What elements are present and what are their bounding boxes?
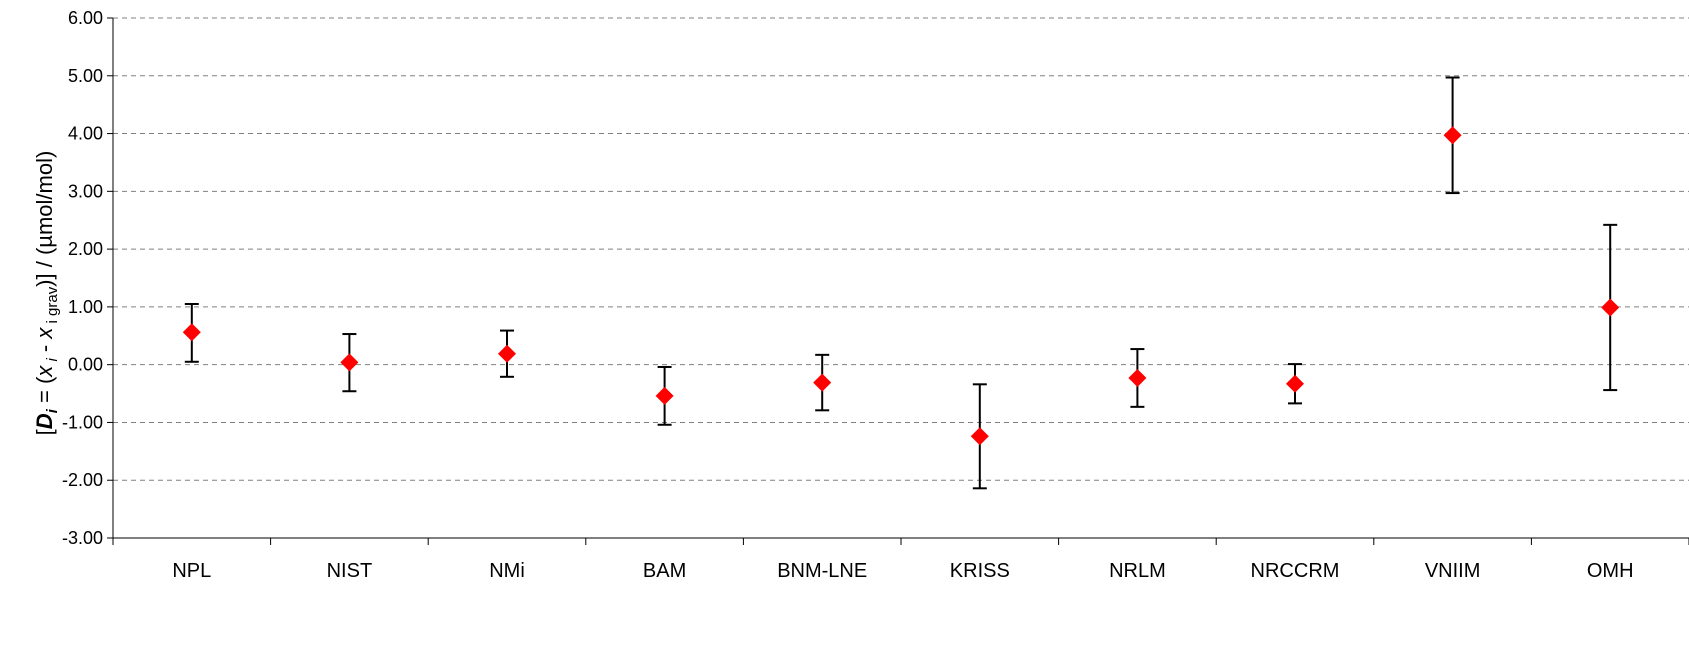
data-point-diamond	[813, 373, 832, 392]
data-point-diamond	[970, 427, 989, 446]
y-tick-label: 3.00	[68, 181, 103, 201]
x-tick-label: VNIIM	[1425, 560, 1481, 582]
x-tick-label: BAM	[643, 560, 686, 582]
data-point-diamond	[1443, 126, 1462, 145]
x-tick-label: NIST	[327, 560, 373, 582]
error-bars	[184, 76, 1618, 490]
y-tick-label: -3.00	[62, 528, 103, 548]
y-tick-label: 6.00	[68, 8, 103, 28]
x-tick-label: NPL	[172, 560, 211, 582]
data-point-diamond	[182, 323, 201, 342]
y-axis-title: [Di = (x i - x i grav)] / (µmol/mol)	[32, 151, 61, 436]
y-tick-label: 4.00	[68, 124, 103, 144]
y-tick-label: 5.00	[68, 66, 103, 86]
data-point-diamond	[1286, 374, 1304, 393]
x-tick-label: BNM-LNE	[777, 560, 867, 582]
x-tick-label: KRISS	[950, 560, 1010, 582]
x-ticks: NPL NIST NMi BAM BNM-LNE KRISS NRLM NRCCRM VNIIM…	[112, 538, 1689, 582]
data-markers	[182, 126, 1620, 446]
y-tick-label: -1.00	[62, 412, 103, 432]
y-tick-label: 1.00	[68, 297, 103, 317]
y-tick-label: -2.00	[62, 470, 103, 490]
y-ticks: -3.00 -2.00 -1.00 0.00 1.00 2.00 3.00 4.00 5.00 6…	[62, 8, 113, 548]
x-tick-label: OMH	[1587, 560, 1634, 582]
x-tick-label: NRCCRM	[1251, 560, 1340, 582]
x-tick-label: NMi	[489, 560, 525, 582]
y-tick-label: 2.00	[68, 239, 103, 259]
data-point-diamond	[1601, 298, 1620, 317]
data-point-diamond	[1128, 368, 1147, 387]
data-point-diamond	[655, 386, 674, 405]
data-point-diamond	[498, 344, 516, 363]
data-point-diamond	[340, 353, 359, 372]
y-tick-label: 0.00	[68, 355, 103, 375]
grid-lines	[113, 17, 1689, 481]
x-tick-label: NRLM	[1109, 560, 1166, 582]
